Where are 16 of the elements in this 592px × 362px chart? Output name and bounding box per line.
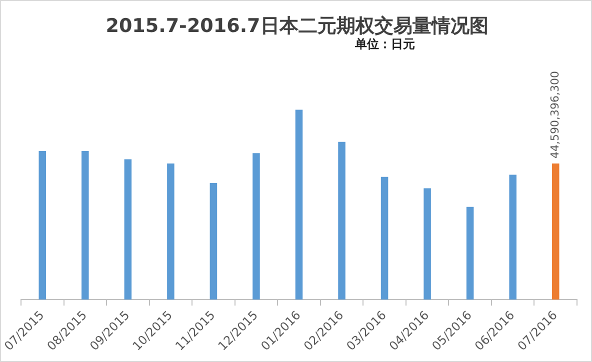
bar — [380, 176, 388, 300]
bar — [552, 164, 560, 300]
bar — [338, 142, 346, 300]
bar — [295, 110, 303, 300]
bar — [38, 150, 46, 300]
data-label: 44,590,396,300 — [548, 71, 562, 159]
bar — [424, 188, 431, 300]
bar — [466, 206, 474, 300]
chart-subtitle: 单位：日元 — [355, 36, 415, 53]
bar — [252, 153, 260, 300]
bar — [82, 150, 89, 300]
bar — [509, 174, 516, 300]
chart-title: 2015.7-2016.7日本二元期权交易量情况图 — [104, 14, 490, 38]
bar — [167, 163, 174, 300]
bar — [124, 159, 132, 300]
bar — [210, 183, 218, 300]
